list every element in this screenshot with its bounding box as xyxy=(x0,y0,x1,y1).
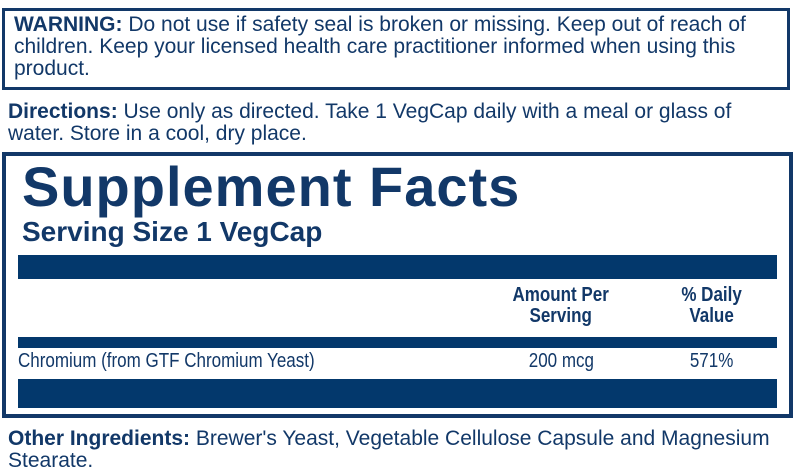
divider-bar-bottom xyxy=(18,379,777,408)
nutrient-daily-value: 571% xyxy=(689,350,734,372)
divider-bar-top xyxy=(18,255,777,279)
supplement-facts-panel: Supplement Facts Serving Size 1 VegCap A… xyxy=(2,152,793,418)
nutrient-name: Chromium (from GTF Chromium Yeast) xyxy=(18,350,315,372)
column-header-daily-value-cell: % Daily Value xyxy=(646,285,777,327)
nutrient-name-cell: Chromium (from GTF Chromium Yeast) xyxy=(18,350,476,372)
warning-box: WARNING: Do not use if safety seal is br… xyxy=(2,8,790,90)
warning-label: WARNING: xyxy=(14,13,123,36)
column-header-amount-cell: Amount Per Serving xyxy=(476,285,646,327)
supplement-facts-title: Supplement Facts xyxy=(22,155,521,218)
column-header-daily-value: % Daily Value xyxy=(681,284,742,327)
directions-label: Directions: xyxy=(8,100,118,123)
nutrient-daily-value-cell: 571% xyxy=(646,350,777,372)
nutrient-row: Chromium (from GTF Chromium Yeast) 200 m… xyxy=(12,348,783,374)
directions-body: Use only as directed. Take 1 VegCap dail… xyxy=(8,100,732,145)
column-header-amount: Amount Per Serving xyxy=(512,284,610,327)
directions-text: Directions: Use only as directed. Take 1… xyxy=(8,101,790,145)
other-ingredients-label: Other Ingredients: xyxy=(8,427,191,450)
serving-size: Serving Size 1 VegCap xyxy=(22,216,323,247)
other-ingredients-text: Other Ingredients: Brewer's Yeast, Veget… xyxy=(8,428,790,470)
nutrient-amount: 200 mcg xyxy=(528,350,594,372)
warning-text: WARNING: Do not use if safety seal is br… xyxy=(14,14,775,80)
divider-bar-middle xyxy=(18,337,777,348)
warning-body: Do not use if safety seal is broken or m… xyxy=(14,13,746,80)
other-ingredients-body: Brewer's Yeast, Vegetable Cellulose Caps… xyxy=(8,427,770,470)
supplement-label: { "colors": { "navy": "#123868", "bar": … xyxy=(0,8,801,470)
nutrient-amount-cell: 200 mcg xyxy=(476,350,646,372)
facts-header-row: Amount Per Serving % Daily Value xyxy=(12,279,783,333)
